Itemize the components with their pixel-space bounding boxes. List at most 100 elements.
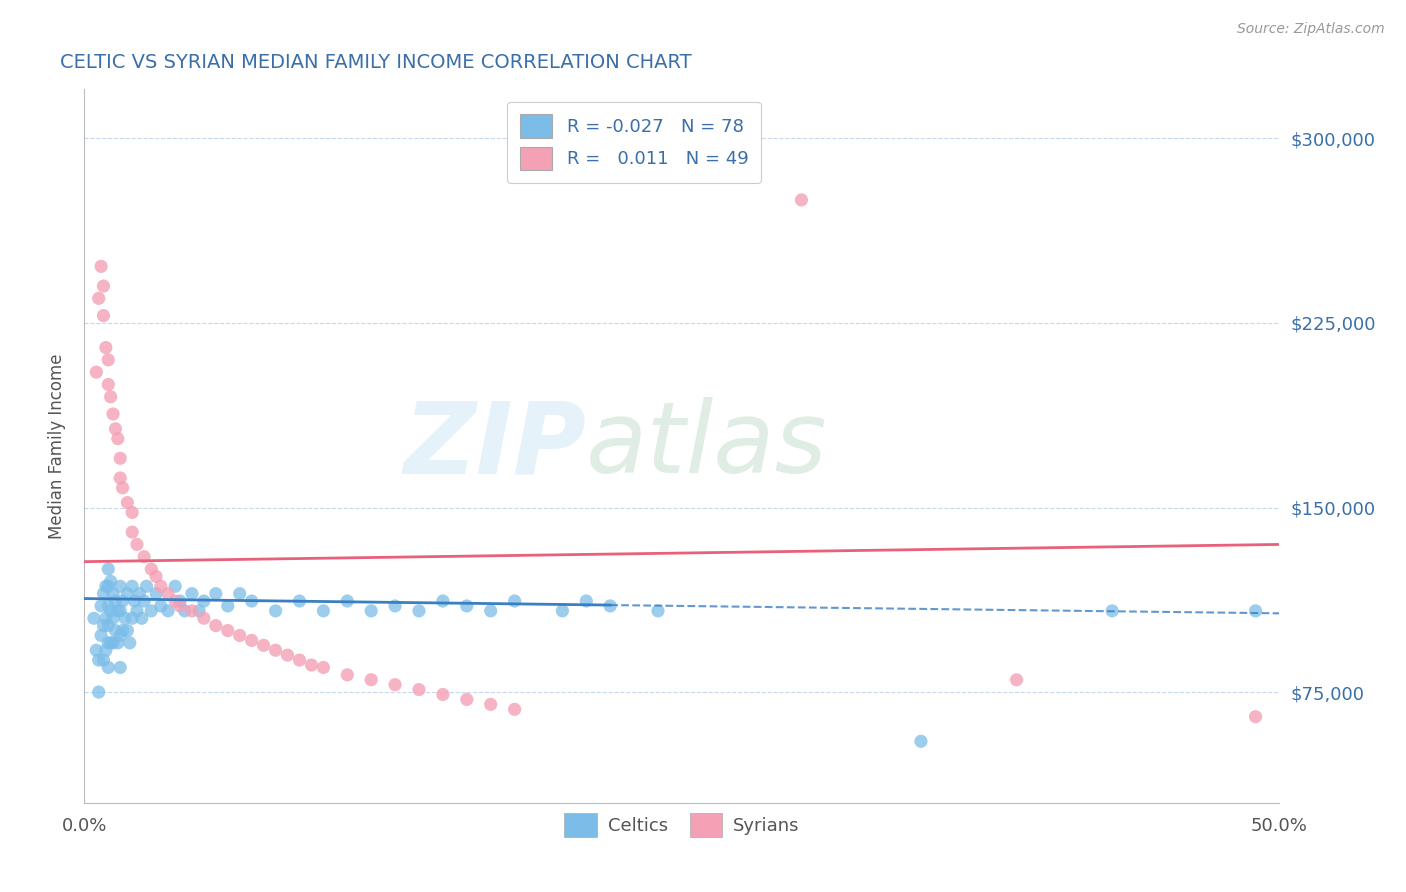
Point — [408, 604, 430, 618]
Point — [118, 636, 141, 650]
Text: atlas: atlas — [586, 398, 828, 494]
Point — [111, 624, 134, 638]
Point — [229, 628, 252, 642]
Point — [93, 618, 115, 632]
Point — [173, 604, 195, 618]
Point — [101, 407, 124, 421]
Point — [1101, 604, 1123, 618]
Point — [336, 594, 359, 608]
Point — [157, 604, 180, 618]
Point — [456, 692, 478, 706]
Point — [910, 734, 932, 748]
Point — [97, 660, 120, 674]
Point — [1244, 709, 1267, 723]
Point — [551, 604, 574, 618]
Point — [100, 390, 122, 404]
Point — [135, 579, 157, 593]
Point — [132, 594, 156, 608]
Point — [264, 643, 287, 657]
Point — [100, 604, 122, 618]
Point — [97, 352, 120, 367]
Text: Source: ZipAtlas.com: Source: ZipAtlas.com — [1237, 22, 1385, 37]
Point — [107, 604, 129, 618]
Point — [165, 594, 187, 608]
Point — [503, 702, 526, 716]
Point — [107, 636, 129, 650]
Y-axis label: Median Family Income: Median Family Income — [48, 353, 66, 539]
Point — [93, 309, 115, 323]
Point — [599, 599, 621, 613]
Point — [121, 525, 143, 540]
Point — [240, 594, 263, 608]
Point — [97, 579, 120, 593]
Point — [188, 604, 211, 618]
Point — [169, 599, 191, 613]
Point — [97, 377, 120, 392]
Point — [312, 660, 335, 674]
Point — [149, 579, 172, 593]
Point — [110, 660, 132, 674]
Point — [110, 471, 132, 485]
Point — [169, 594, 191, 608]
Point — [94, 579, 117, 593]
Point — [87, 685, 110, 699]
Point — [288, 653, 311, 667]
Point — [117, 587, 139, 601]
Point — [432, 688, 454, 702]
Text: ZIP: ZIP — [404, 398, 586, 494]
Point — [132, 549, 156, 564]
Point — [575, 594, 598, 608]
Point — [90, 599, 112, 613]
Point — [125, 537, 148, 551]
Point — [128, 587, 150, 601]
Point — [264, 604, 287, 618]
Point — [93, 279, 115, 293]
Point — [145, 587, 167, 601]
Point — [110, 628, 132, 642]
Point — [117, 495, 139, 509]
Point — [503, 594, 526, 608]
Point — [131, 611, 153, 625]
Point — [384, 678, 406, 692]
Text: CELTIC VS SYRIAN MEDIAN FAMILY INCOME CORRELATION CHART: CELTIC VS SYRIAN MEDIAN FAMILY INCOME CO… — [60, 54, 692, 72]
Point — [360, 673, 382, 687]
Point — [90, 260, 112, 274]
Point — [87, 291, 110, 305]
Point — [100, 636, 122, 650]
Point — [101, 636, 124, 650]
Point — [384, 599, 406, 613]
Point — [456, 599, 478, 613]
Point — [240, 633, 263, 648]
Point — [181, 604, 204, 618]
Point — [86, 365, 108, 379]
Point — [110, 579, 132, 593]
Point — [93, 653, 115, 667]
Point — [100, 574, 122, 589]
Point — [121, 505, 143, 519]
Point — [157, 587, 180, 601]
Point — [97, 562, 120, 576]
Legend: Celtics, Syrians: Celtics, Syrians — [557, 806, 807, 844]
Point — [432, 594, 454, 608]
Point — [101, 611, 124, 625]
Point — [111, 594, 134, 608]
Point — [312, 604, 335, 618]
Point — [141, 604, 163, 618]
Point — [117, 624, 139, 638]
Point — [1005, 673, 1028, 687]
Point — [253, 638, 276, 652]
Point — [97, 636, 120, 650]
Point — [97, 599, 120, 613]
Point — [104, 422, 127, 436]
Point — [107, 432, 129, 446]
Point — [86, 643, 108, 657]
Point — [90, 628, 112, 642]
Point — [336, 668, 359, 682]
Point — [111, 481, 134, 495]
Point — [124, 594, 146, 608]
Point — [125, 604, 148, 618]
Point — [647, 604, 669, 618]
Point — [141, 562, 163, 576]
Point — [165, 579, 187, 593]
Point — [301, 658, 323, 673]
